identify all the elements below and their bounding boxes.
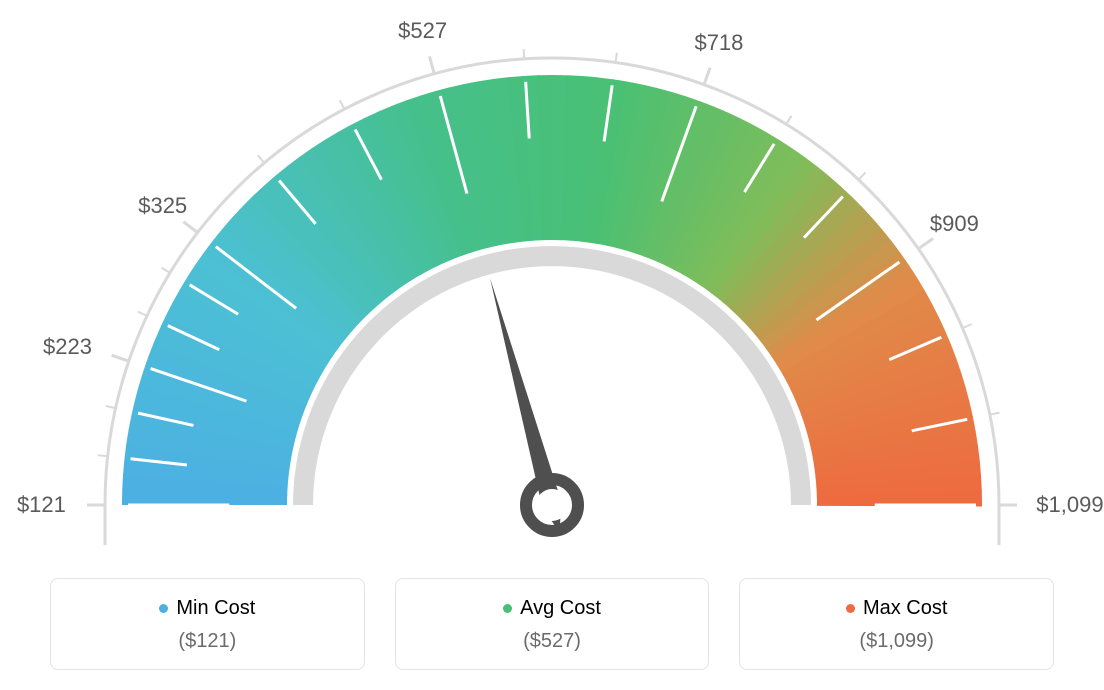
legend-value-min: ($121) (61, 630, 354, 653)
tick-label: $325 (138, 193, 187, 219)
tick-label: $223 (43, 334, 92, 360)
legend-card-avg: Avg Cost ($527) (395, 578, 710, 670)
legend-title-max: Max Cost (846, 597, 947, 620)
legend-dot-min (159, 604, 168, 613)
legend-dot-avg (503, 604, 512, 613)
gauge-chart-container: $121 $223 $325 $527 $718 $909 $1,099 Min Cost … (0, 0, 1104, 690)
legend-title-max-text: Max Cost (863, 597, 947, 620)
legend-title-avg-text: Avg Cost (520, 597, 601, 620)
tick-label: $121 (17, 492, 66, 518)
tick-label: $527 (398, 18, 447, 44)
tick-label: $1,099 (1036, 492, 1103, 518)
legend-value-avg: ($527) (406, 630, 699, 653)
tick-label: $909 (930, 211, 979, 237)
legend-title-min: Min Cost (159, 597, 255, 620)
gauge-area: $121 $223 $325 $527 $718 $909 $1,099 (0, 0, 1104, 560)
legend-value-max: ($1,099) (750, 630, 1043, 653)
gauge-svg (0, 0, 1104, 560)
legend-title-avg: Avg Cost (503, 597, 601, 620)
legend-card-max: Max Cost ($1,099) (739, 578, 1054, 670)
legend-row: Min Cost ($121) Avg Cost ($527) Max Cost… (50, 578, 1054, 670)
legend-card-min: Min Cost ($121) (50, 578, 365, 670)
legend-dot-max (846, 604, 855, 613)
legend-title-min-text: Min Cost (176, 597, 255, 620)
tick-label: $718 (694, 30, 743, 56)
